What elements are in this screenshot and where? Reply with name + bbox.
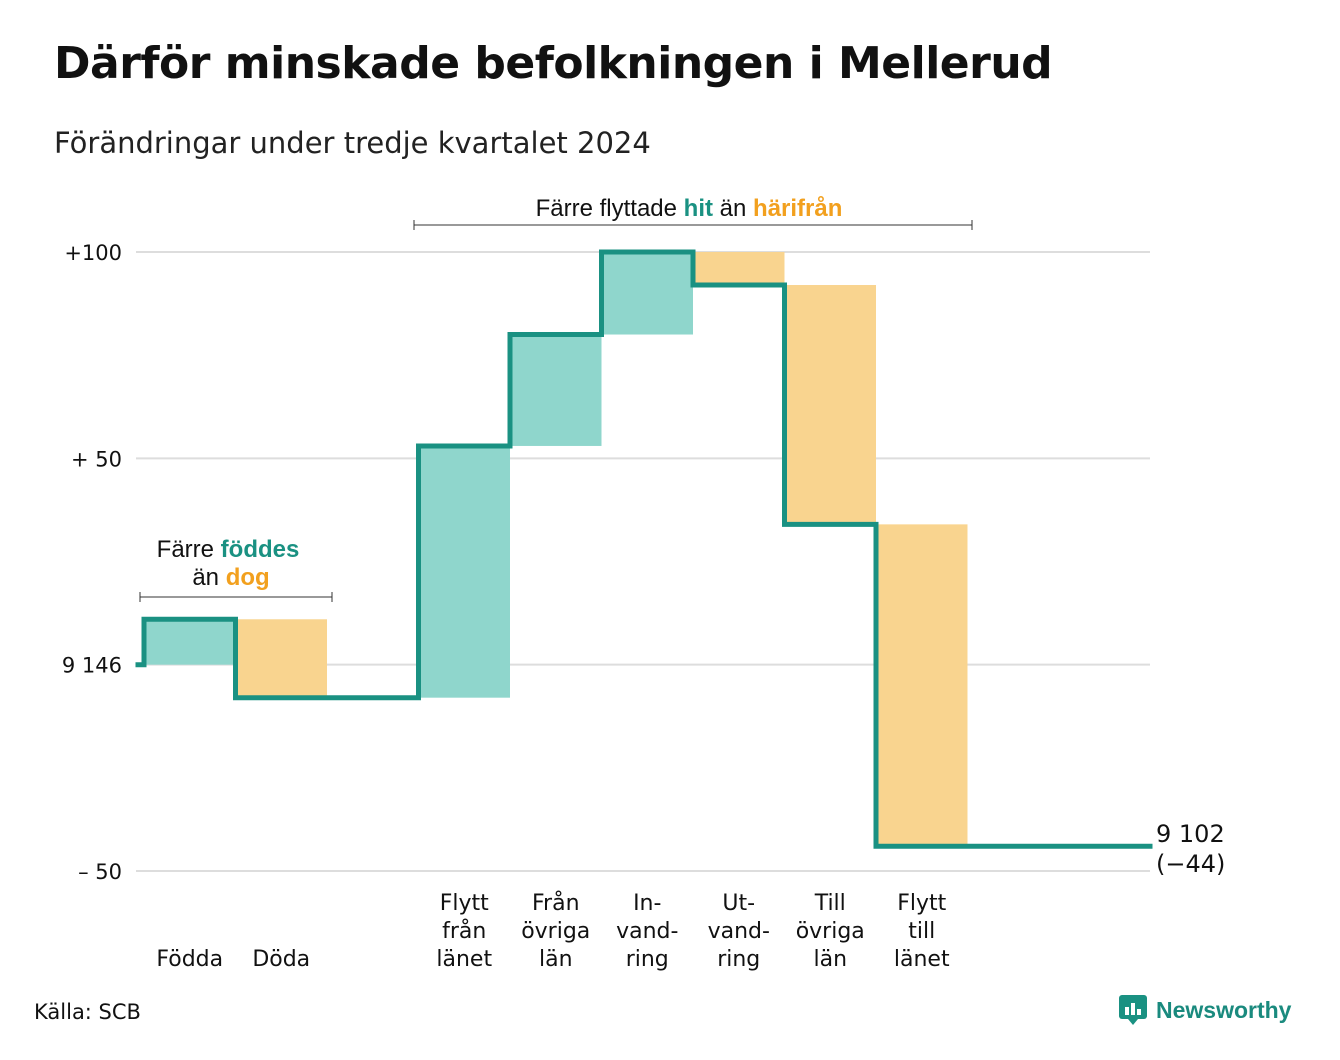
- brand-logo[interactable]: Newsworthy: [1118, 994, 1291, 1026]
- increase-bar: [144, 619, 236, 665]
- increase-bar: [510, 334, 602, 446]
- migration-annotation-text: Färre flyttade hit än härifrån: [536, 195, 843, 222]
- x-tick-label: ring: [717, 947, 760, 972]
- y-tick-label: 9 146: [62, 654, 122, 678]
- end-value-label: 9 102: [1156, 820, 1225, 848]
- x-tick-label: In-: [633, 891, 661, 916]
- births-annotation-line1: Färre föddes: [157, 536, 300, 563]
- x-tick-label: län: [813, 947, 847, 972]
- decrease-bar: [235, 619, 327, 698]
- step-line: [135, 249, 1153, 849]
- increase-bar: [601, 252, 693, 335]
- x-tick-label: Flytt: [897, 891, 946, 916]
- x-tick-label: Födda: [156, 947, 223, 972]
- newsworthy-logo-icon: [1119, 995, 1147, 1025]
- end-change-label: (−44): [1156, 850, 1225, 878]
- decrease-bar: [876, 524, 968, 847]
- x-tick-label: Till: [814, 891, 846, 916]
- decrease-bar: [693, 252, 785, 286]
- increase-bar: [418, 445, 510, 698]
- chart-title: Därför minskade befolkningen i Mellerud: [54, 38, 1053, 89]
- x-tick-label: Flytt: [440, 891, 489, 916]
- bars: [144, 252, 968, 847]
- x-tick-label: ring: [626, 947, 669, 972]
- x-tick-label: Från: [532, 890, 580, 916]
- x-tick-label: övriga: [521, 919, 590, 944]
- y-tick-label: + 50: [71, 447, 122, 471]
- brand-name: Newsworthy: [1156, 996, 1292, 1023]
- chart-subtitle: Förändringar under tredje kvartalet 2024: [54, 126, 651, 160]
- x-tick-label: till: [908, 919, 935, 944]
- x-tick-label: Döda: [252, 947, 310, 972]
- x-tick-label: länet: [894, 947, 950, 972]
- x-tick-label: länet: [436, 947, 492, 972]
- x-tick-label: från: [442, 918, 486, 944]
- source-note: Källa: SCB: [34, 1000, 141, 1024]
- x-tick-label: Ut-: [722, 891, 755, 916]
- births-annotation: Färre föddes än dog: [139, 536, 333, 602]
- x-tick-label: övriga: [796, 919, 865, 944]
- y-tick-label: – 50: [78, 860, 122, 884]
- x-tick-label: vand-: [616, 919, 678, 944]
- y-axis: +100 + 50 9 146 – 50: [62, 241, 122, 884]
- decrease-bar: [784, 285, 876, 525]
- x-tick-label: län: [539, 947, 573, 972]
- x-axis: Födda DödaFlyttfrånlänetFrånövrigalänIn-v…: [156, 890, 950, 972]
- x-tick-label: vand-: [708, 919, 770, 944]
- migration-annotation: Färre flyttade hit än härifrån: [413, 195, 973, 230]
- y-tick-label: +100: [64, 241, 122, 265]
- births-annotation-line2: än dog: [192, 564, 269, 591]
- cumulative-step-line: [135, 249, 1153, 849]
